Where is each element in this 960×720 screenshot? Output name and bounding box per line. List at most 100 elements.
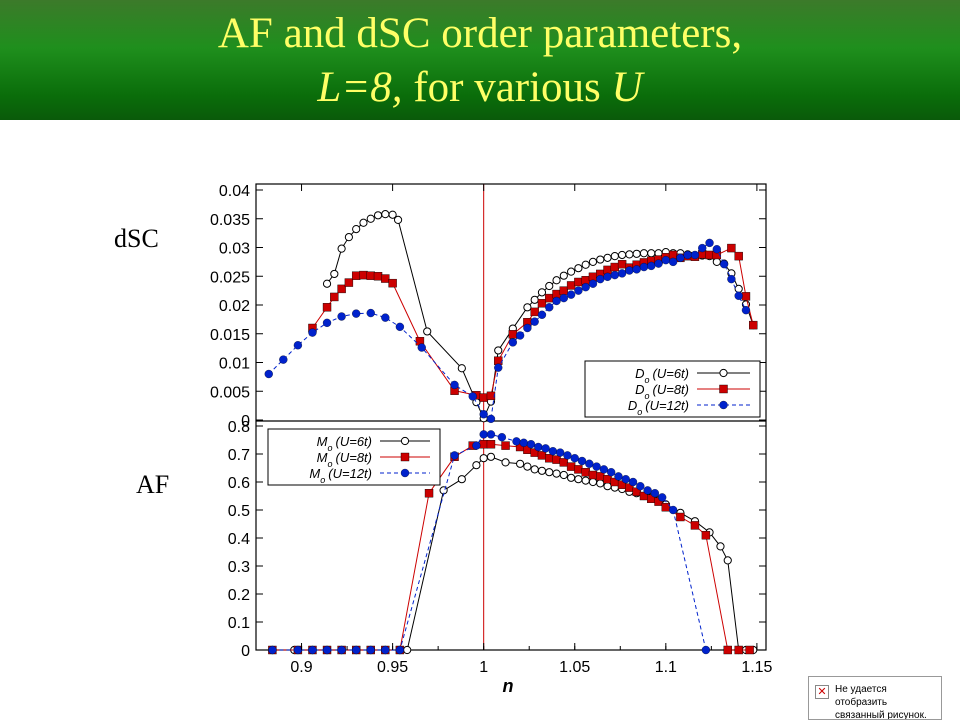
x-axis-label: n [503, 676, 514, 696]
dsc-data-point [610, 252, 619, 261]
af-data-point [636, 482, 645, 491]
dsc-data-point [581, 283, 590, 292]
dsc-data-point [588, 257, 598, 266]
af-data-point [585, 459, 594, 468]
af-data-point [486, 430, 496, 439]
af-data-point [268, 645, 277, 655]
dsc-ytick-label: 0.015 [210, 327, 250, 344]
plot-frame [255, 183, 767, 651]
dsc-data-point [337, 284, 346, 294]
af-data-point [512, 437, 521, 446]
af-data-point [734, 645, 743, 655]
dsc-side-label: dSC [114, 224, 159, 253]
af-data-point [570, 454, 579, 463]
dsc-data-point [523, 303, 532, 312]
dsc-data-point [450, 380, 459, 390]
af-data-point [519, 438, 528, 447]
af-data-point [621, 475, 630, 484]
broken-image-placeholder: ✕ Не удается отобразить связанный рисуно… [808, 676, 942, 720]
af-data-point [548, 447, 558, 456]
title-u: U [611, 64, 643, 111]
xtick-label: 0.95 [377, 659, 408, 676]
dsc-data-point [530, 317, 539, 326]
dsc-data-point [337, 312, 346, 321]
af-data-point [723, 645, 732, 655]
dsc-data-point [741, 292, 751, 301]
af-data-point [479, 454, 488, 463]
xtick-label: 1.15 [741, 659, 772, 676]
xtick-label: 1 [479, 659, 488, 676]
title-line-1: AF and dSC order parameters, [217, 10, 743, 57]
af-data-point [614, 472, 623, 481]
dsc-series-0 [322, 210, 758, 423]
af-ytick-label: 0.2 [228, 587, 250, 604]
af-data-point [628, 477, 638, 487]
dsc-ytick-label: 0.035 [210, 212, 250, 229]
dsc-data-point [381, 210, 390, 219]
dsc-data-point [479, 410, 488, 419]
dsc-data-point [366, 271, 375, 280]
af-data-point [552, 455, 561, 464]
dsc-data-point [749, 320, 758, 330]
dsc-data-point [690, 250, 700, 260]
dsc-data-point [574, 286, 583, 295]
af-ytick-label: 0.1 [228, 615, 250, 632]
af-data-point [552, 469, 561, 478]
af-ytick-label: 0 [241, 643, 250, 660]
dsc-data-point [359, 270, 368, 280]
dsc-data-point [610, 270, 619, 280]
af-data-point [556, 448, 565, 457]
dsc-data-point [395, 322, 405, 332]
af-data-point [479, 430, 488, 439]
af-data-point [516, 459, 525, 468]
dsc-data-point [530, 307, 539, 317]
af-data-point [607, 468, 616, 477]
dsc-data-point [457, 364, 466, 373]
dsc-data-point [545, 281, 554, 291]
af-data-point [603, 482, 612, 491]
xtick-label: 0.9 [290, 659, 312, 676]
dsc-ytick-label: 0.025 [210, 269, 250, 286]
af-legend-label: Mo (U=6t) [317, 434, 372, 453]
dsc-data-point [705, 250, 714, 260]
af-series-2 [268, 430, 711, 655]
dsc-data-point [388, 278, 397, 288]
af-data-point [308, 645, 317, 655]
dsc-legend-label: Do (U=8t) [635, 382, 689, 401]
dsc-data-point [676, 253, 685, 263]
af-legend-marker [400, 436, 410, 446]
dsc-data-point [574, 277, 583, 287]
dsc-data-point [344, 278, 354, 287]
af-data-point [497, 433, 507, 442]
dsc-data-point [588, 279, 598, 288]
dsc-data-point [545, 293, 554, 303]
dsc-data-point [639, 262, 649, 272]
af-ytick-label: 0.7 [228, 447, 250, 464]
dsc-data-point [366, 214, 375, 223]
dsc-data-point [647, 261, 656, 271]
dsc-data-point [337, 244, 346, 253]
af-data-point [690, 521, 700, 530]
af-data-point [545, 468, 554, 477]
dsc-data-point [639, 249, 649, 258]
dsc-data-point [632, 249, 641, 258]
dsc-ytick-label: 0.03 [219, 241, 250, 258]
af-data-point [472, 461, 481, 470]
dsc-data-point [574, 264, 583, 273]
dsc-data-point [366, 308, 375, 318]
dsc-data-point [523, 323, 532, 333]
dsc-data-point [610, 262, 620, 272]
dsc-data-point [625, 250, 634, 259]
af-data-point [603, 475, 612, 484]
af-data-point [501, 458, 510, 467]
dsc-data-point [719, 260, 729, 269]
dsc-data-point [293, 341, 303, 350]
af-data-point [352, 645, 361, 655]
af-data-point [723, 556, 732, 565]
af-ytick-label: 0.3 [228, 559, 250, 576]
af-data-point [559, 470, 568, 480]
af-data-point [545, 454, 554, 463]
af-data-point [596, 472, 605, 481]
af-ytick-label: 0.4 [228, 531, 250, 548]
dsc-data-point [322, 303, 332, 312]
